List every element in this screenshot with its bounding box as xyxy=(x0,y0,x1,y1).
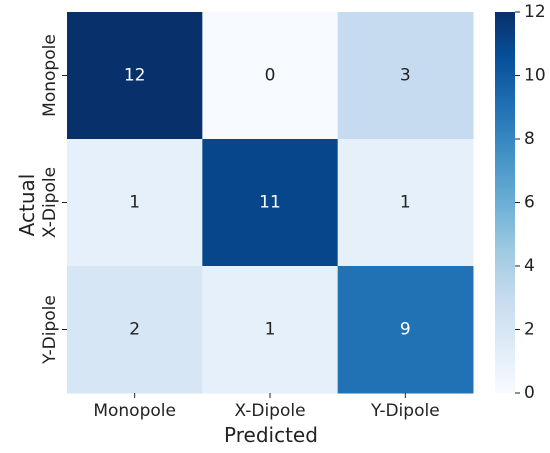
colorbar-tick-label: 0 xyxy=(524,383,535,403)
colorbar-tick-label: 4 xyxy=(524,256,535,276)
x-axis-ticks: Monopole X-Dipole Y-Dipole xyxy=(93,393,440,421)
heatmap-cell xyxy=(337,266,474,394)
x-tick-label: X-Dipole xyxy=(234,401,305,421)
heatmap-cell-value: 1 xyxy=(400,193,411,213)
heatmap-cell-value: 9 xyxy=(400,320,411,340)
heatmap-cells xyxy=(67,12,474,394)
colorbar-tick-label: 10 xyxy=(524,66,546,86)
heatmap-cell-value: 12 xyxy=(124,66,146,86)
colorbar-ticks: 0 2 4 6 8 10 12 xyxy=(515,2,546,403)
heatmap-cell xyxy=(67,139,203,267)
y-tick-label: Monopole xyxy=(40,34,60,117)
x-axis-label: Predicted xyxy=(224,423,318,447)
heatmap-cell-value: 1 xyxy=(129,193,140,213)
heatmap-cell xyxy=(202,139,339,267)
colorbar-tick-label: 6 xyxy=(524,193,535,213)
heatmap-cell-value: 3 xyxy=(400,66,411,86)
colorbar-tick-label: 12 xyxy=(524,2,546,22)
x-tick-label: Y-Dipole xyxy=(370,401,440,421)
heatmap-cell-value: 11 xyxy=(259,193,281,213)
heatmap-cell xyxy=(202,266,339,394)
heatmap-cell-value: 0 xyxy=(265,66,276,86)
y-axis-ticks: Monopole X-Dipole Y-Dipole xyxy=(40,34,67,365)
y-tick-label: Y-Dipole xyxy=(40,295,60,365)
heatmap-cell xyxy=(67,12,203,140)
heatmap-cell-value: 1 xyxy=(265,320,276,340)
heatmap-cell xyxy=(202,12,339,140)
heatmap-cell xyxy=(337,12,474,140)
y-tick-label: X-Dipole xyxy=(40,167,60,238)
colorbar-tick-label: 8 xyxy=(524,129,535,149)
colorbar xyxy=(495,12,515,393)
heatmap-cell-labels: 12 0 31 11 12 1 9 xyxy=(124,66,411,340)
heatmap-cell xyxy=(337,139,474,267)
x-tick-label: Monopole xyxy=(93,401,176,421)
heatmap-cell-value: 2 xyxy=(129,320,140,340)
y-axis-label: Actual xyxy=(15,174,39,237)
colorbar-tick-label: 2 xyxy=(524,320,535,340)
heatmap-cell xyxy=(67,266,203,394)
